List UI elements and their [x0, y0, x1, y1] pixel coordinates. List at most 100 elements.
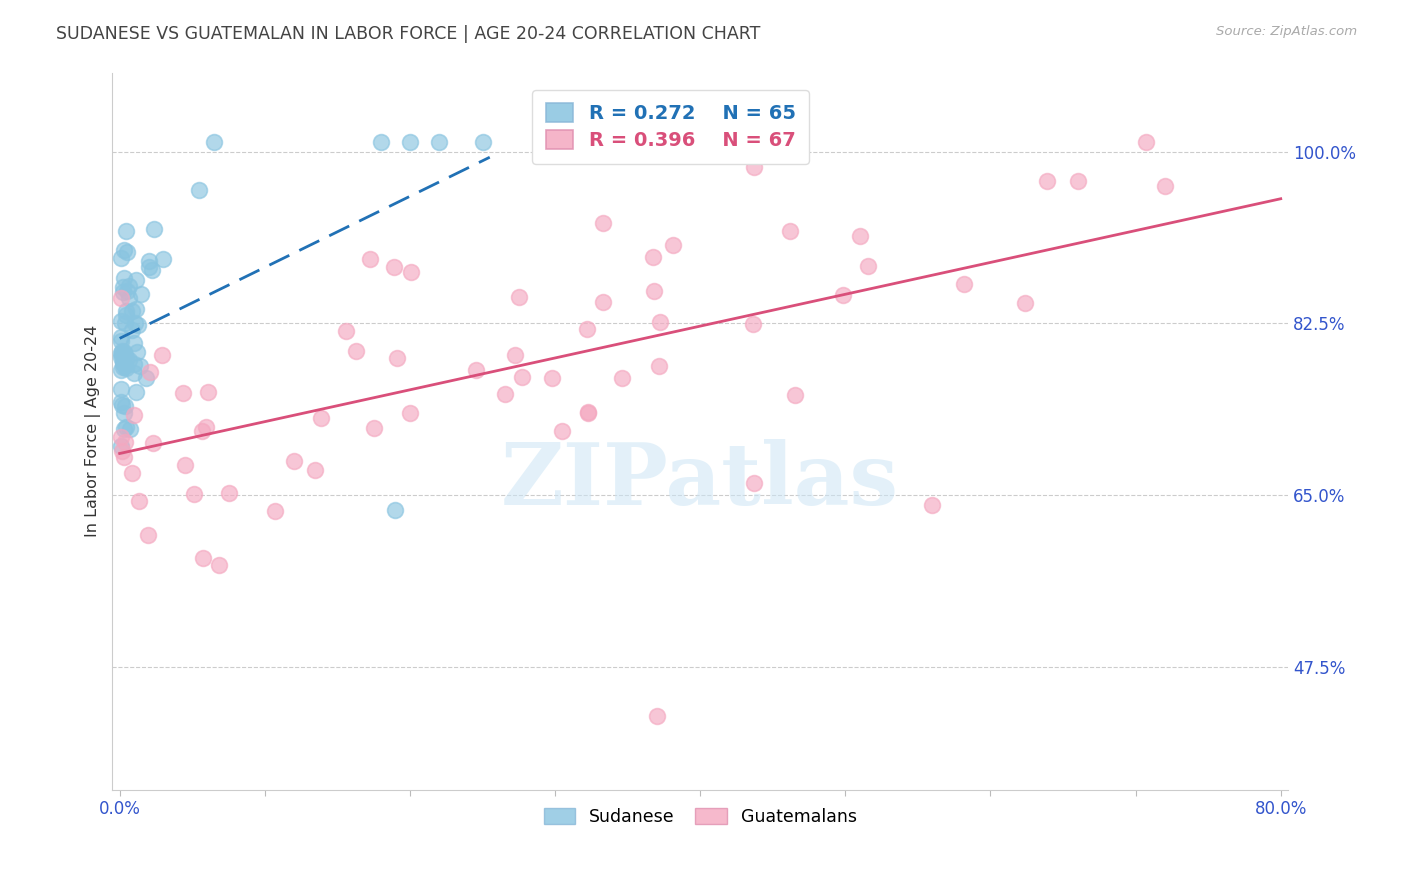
- Point: [195, 419, 218, 434]
- Point: [138, 365, 160, 379]
- Point: [125, 302, 148, 317]
- Point: [783, 387, 806, 401]
- Point: [188, 183, 211, 197]
- Point: [263, 503, 285, 517]
- Point: [115, 361, 138, 376]
- Point: [128, 359, 150, 373]
- Point: [1036, 174, 1059, 188]
- Point: [114, 359, 136, 374]
- Point: [142, 436, 165, 450]
- Point: [112, 354, 135, 368]
- Point: [141, 263, 163, 277]
- Point: [741, 317, 763, 331]
- Point: [112, 344, 135, 359]
- Point: [112, 243, 135, 257]
- Point: [124, 409, 146, 423]
- Point: [849, 228, 872, 243]
- Point: [115, 224, 138, 238]
- Point: [121, 304, 143, 318]
- Point: [191, 550, 214, 565]
- Point: [112, 279, 135, 293]
- Point: [115, 244, 138, 259]
- Point: [643, 250, 665, 264]
- Point: [592, 295, 614, 310]
- Point: [110, 362, 132, 376]
- Legend: Sudanese, Guatemalans: Sudanese, Guatemalans: [536, 799, 865, 835]
- Point: [124, 384, 146, 399]
- Point: [359, 252, 381, 267]
- Point: [111, 344, 134, 359]
- Point: [283, 454, 305, 468]
- Point: [172, 385, 194, 400]
- Point: [494, 387, 516, 401]
- Point: [111, 444, 134, 458]
- Point: [129, 287, 152, 301]
- Point: [384, 503, 406, 517]
- Point: [648, 359, 671, 373]
- Point: [382, 260, 405, 274]
- Point: [118, 422, 141, 436]
- Point: [110, 314, 132, 328]
- Point: [110, 430, 132, 444]
- Point: [1153, 178, 1175, 193]
- Point: [370, 135, 392, 149]
- Point: [610, 371, 633, 385]
- Point: [111, 398, 134, 412]
- Point: [112, 406, 135, 420]
- Point: [138, 528, 160, 542]
- Point: [742, 160, 765, 174]
- Point: [110, 346, 132, 360]
- Point: [645, 709, 668, 723]
- Point: [135, 371, 157, 385]
- Point: [122, 367, 145, 381]
- Point: [309, 411, 332, 425]
- Point: [115, 420, 138, 434]
- Point: [114, 351, 136, 365]
- Point: [112, 422, 135, 436]
- Point: [335, 324, 357, 338]
- Point: [110, 439, 132, 453]
- Text: SUDANESE VS GUATEMALAN IN LABOR FORCE | AGE 20-24 CORRELATION CHART: SUDANESE VS GUATEMALAN IN LABOR FORCE | …: [56, 25, 761, 43]
- Point: [115, 304, 138, 318]
- Point: [385, 351, 408, 366]
- Point: [576, 406, 599, 420]
- Y-axis label: In Labor Force | Age 20-24: In Labor Force | Age 20-24: [86, 326, 101, 537]
- Point: [112, 359, 135, 374]
- Point: [118, 279, 141, 293]
- Point: [643, 284, 665, 298]
- Point: [399, 135, 422, 149]
- Point: [122, 357, 145, 371]
- Point: [508, 290, 530, 304]
- Point: [152, 252, 174, 267]
- Point: [127, 344, 149, 359]
- Point: [124, 316, 146, 330]
- Point: [363, 421, 385, 435]
- Point: [127, 318, 149, 332]
- Text: Source: ZipAtlas.com: Source: ZipAtlas.com: [1216, 25, 1357, 38]
- Point: [592, 216, 614, 230]
- Point: [114, 434, 136, 449]
- Point: [1014, 296, 1036, 310]
- Point: [110, 350, 132, 364]
- Point: [110, 334, 132, 348]
- Point: [110, 291, 132, 305]
- Point: [138, 253, 160, 268]
- Point: [427, 135, 450, 149]
- Point: [121, 466, 143, 480]
- Point: [118, 352, 141, 367]
- Point: [471, 135, 494, 149]
- Point: [142, 222, 165, 236]
- Point: [218, 485, 240, 500]
- Point: [111, 356, 134, 370]
- Point: [150, 348, 173, 362]
- Point: [576, 405, 599, 419]
- Point: [512, 370, 534, 384]
- Point: [304, 463, 326, 477]
- Point: [399, 406, 422, 420]
- Point: [110, 382, 132, 396]
- Point: [115, 285, 138, 299]
- Point: [1135, 135, 1157, 149]
- Point: [128, 493, 150, 508]
- Text: ZIPatlas: ZIPatlas: [501, 440, 900, 524]
- Point: [344, 343, 367, 358]
